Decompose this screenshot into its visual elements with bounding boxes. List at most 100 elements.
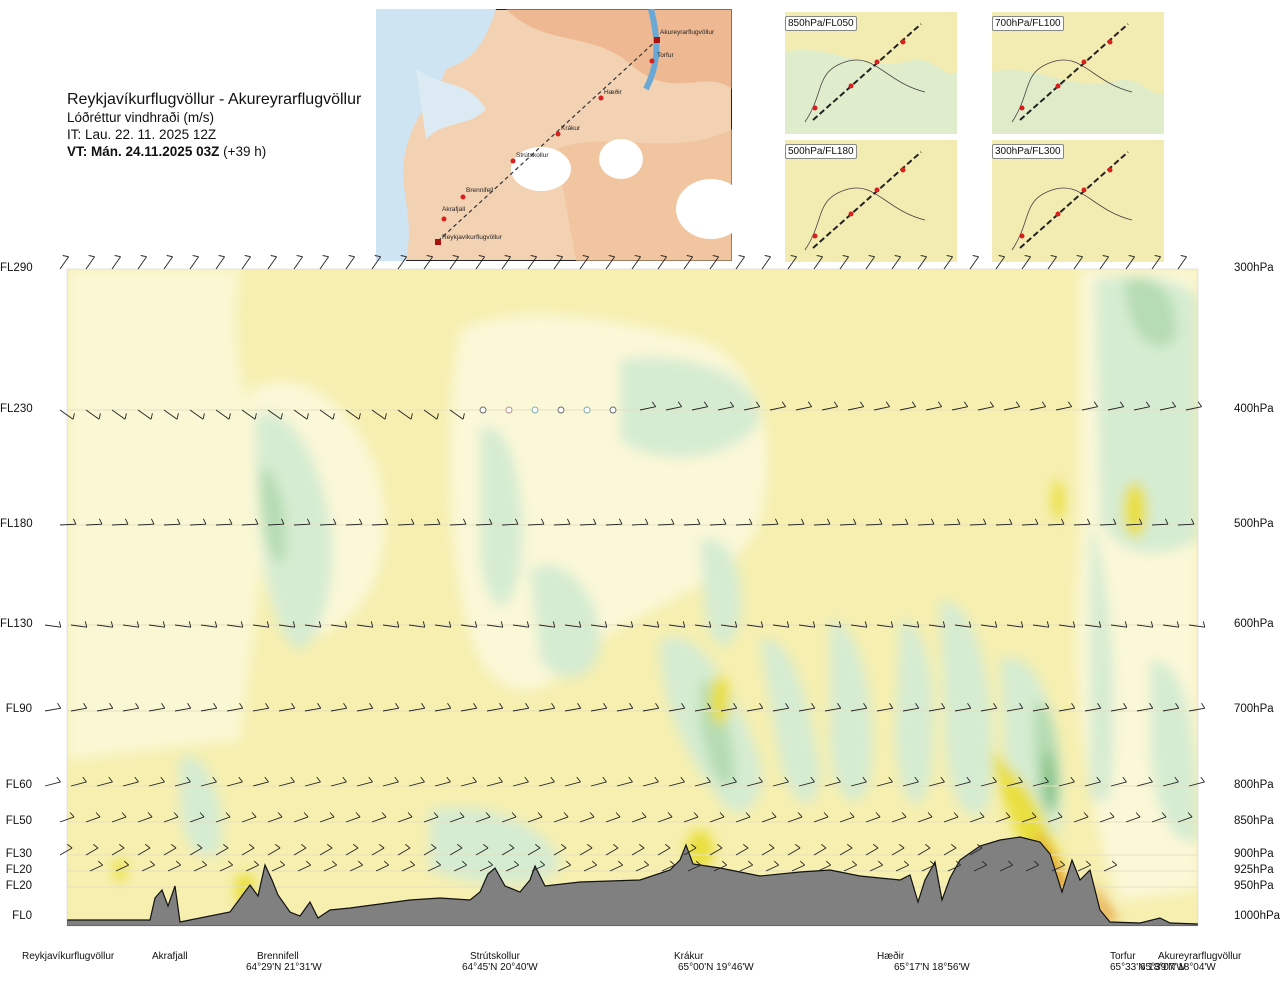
wind-barb-shaft <box>821 406 838 411</box>
wind-barb-shaft <box>917 847 931 856</box>
wind-barb-shaft <box>423 409 438 420</box>
wind-barb-flag <box>608 255 615 258</box>
wind-barb-shaft <box>475 816 491 823</box>
wind-barb-shaft <box>345 409 360 420</box>
wind-barb-flag <box>160 776 165 783</box>
wind-barb-shaft <box>891 816 907 823</box>
wind-barb-flag <box>368 776 373 783</box>
wind-barb-flag <box>940 776 945 783</box>
wind-barb-shaft <box>1021 816 1037 823</box>
wind-barb-flag <box>524 776 529 783</box>
wind-barb-flag <box>457 844 463 849</box>
wind-barb-flag <box>654 776 659 783</box>
wind-barb-flag <box>963 401 969 407</box>
wind-barb-shaft <box>278 624 295 628</box>
hpa-tick-label: 500hPa <box>1234 518 1274 530</box>
wind-barb-shaft <box>1099 523 1117 526</box>
wind-barb-shaft <box>917 523 935 526</box>
wind-barb-flag <box>582 255 589 258</box>
wind-barb-shaft <box>899 406 916 411</box>
wind-barb-shaft <box>1047 523 1065 526</box>
wind-barb-flag <box>732 776 737 783</box>
wind-barb-flag <box>781 401 787 407</box>
wind-barb-flag <box>764 255 771 258</box>
wind-barb-shaft <box>319 256 329 270</box>
wind-barb-shaft <box>661 864 675 872</box>
wind-barb-shaft <box>538 707 555 712</box>
wind-barb-flag <box>717 844 723 849</box>
wind-barb-flag <box>265 702 270 709</box>
wind-barb-flag <box>643 860 649 866</box>
wind-barb-flag <box>915 702 920 709</box>
wind-barb-flag <box>213 702 218 709</box>
wind-barb-flag <box>760 621 764 628</box>
wind-barb-shaft <box>665 406 682 411</box>
wind-barb-shaft <box>902 624 919 628</box>
wind-barb-shaft <box>787 816 803 823</box>
wind-barb-shaft <box>319 847 333 856</box>
wind-barb-shaft <box>973 864 987 872</box>
wind-barb-flag <box>327 844 333 849</box>
wind-barb-flag <box>561 844 567 849</box>
wind-barb-shaft <box>869 864 883 872</box>
wind-barb-flag <box>426 255 433 258</box>
wind-barb-shaft <box>642 707 659 712</box>
wind-barb-flag <box>110 621 114 628</box>
wind-barb-flag <box>136 621 140 628</box>
wind-barb-shaft <box>683 847 697 856</box>
wind-barb-flag <box>1005 812 1011 818</box>
wind-barb-flag <box>381 812 387 818</box>
wind-barb-shaft <box>111 847 125 856</box>
fl-tick-label: FL20 <box>5 880 32 892</box>
wind-barb-shaft <box>921 864 935 872</box>
fl-tick-label: FL30 <box>5 848 32 860</box>
wind-barb-flag <box>691 844 697 849</box>
wind-barb-flag <box>707 702 712 709</box>
wind-barb-shaft <box>1188 624 1205 628</box>
wind-barb-shaft <box>501 847 515 856</box>
wind-barb-flag <box>1154 255 1161 258</box>
wind-barb-flag <box>264 776 269 783</box>
wind-barb-flag <box>686 255 693 258</box>
wind-barb-shaft <box>252 624 269 628</box>
wind-barb-shaft <box>657 847 671 856</box>
wind-barb-shaft <box>1125 523 1143 526</box>
wind-barb-flag <box>680 776 685 783</box>
wind-barb-flag <box>836 776 841 783</box>
wind-barb-flag <box>785 702 790 709</box>
wind-barb-flag <box>634 255 641 258</box>
wind-barb-flag <box>797 812 803 818</box>
hpa-tick-label: 925hPa <box>1234 864 1274 876</box>
wind-barb-flag <box>733 702 738 709</box>
wind-barb-flag <box>1086 518 1091 525</box>
mini-map-title: 300hPa/FL300 <box>992 144 1064 159</box>
wind-barb-flag <box>513 860 519 866</box>
wind-barb-shaft <box>917 816 933 823</box>
wind-barb-shaft <box>345 523 363 526</box>
wind-barb-flag <box>409 860 415 866</box>
wind-barb-flag <box>670 518 675 525</box>
wind-barb-flag <box>322 255 329 258</box>
wind-barb-shaft <box>1136 707 1153 712</box>
wind-barb-flag <box>878 518 883 525</box>
wind-barb-flag <box>566 518 571 525</box>
wind-barb-shaft <box>817 864 831 872</box>
wind-barb-shaft <box>1136 624 1153 628</box>
wind-barb-flag <box>1093 401 1099 407</box>
fl-tick-label: FL290 <box>0 262 33 274</box>
wind-barb-shaft <box>1032 624 1049 628</box>
wind-barb-shaft <box>96 707 113 712</box>
wind-barb-shaft <box>122 781 139 787</box>
wind-barb-shaft <box>241 523 259 526</box>
wind-barb-flag <box>123 860 129 866</box>
wind-barb-flag <box>888 776 893 783</box>
wind-barb-shaft <box>330 707 347 712</box>
wind-barb-flag <box>488 518 493 525</box>
wind-barbs <box>44 255 1206 872</box>
wind-barb-flag <box>62 255 69 258</box>
wind-barb-shaft <box>668 707 685 712</box>
wind-barb-flag <box>847 844 853 849</box>
wind-barb-shaft <box>1032 781 1049 787</box>
calm-markers <box>479 406 617 414</box>
wind-barb-flag <box>1109 812 1115 818</box>
